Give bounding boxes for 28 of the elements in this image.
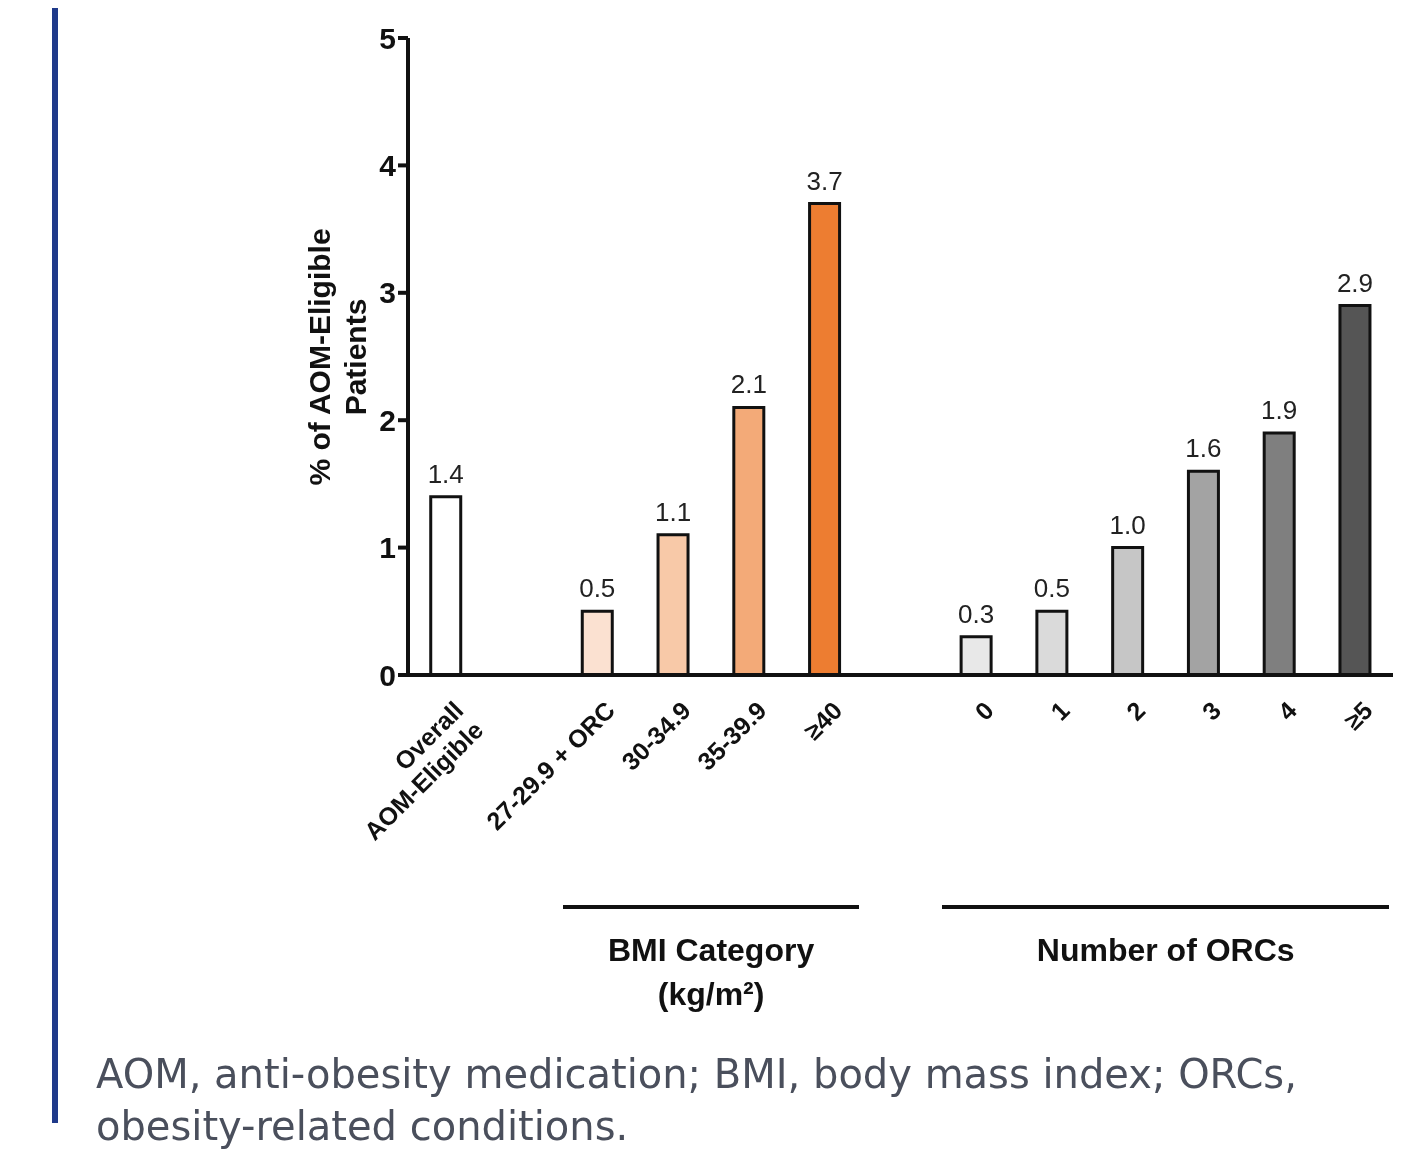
text: Number of ORCs <box>1035 931 1296 970</box>
y-tick-label: 4 <box>379 149 397 183</box>
data-label: 3.7 <box>806 165 843 196</box>
x-tick-label: 2 <box>1120 695 1151 726</box>
data-label: 1.6 <box>1185 433 1222 464</box>
data-label: 1.4 <box>427 458 464 489</box>
data-label: 2.1 <box>730 369 767 400</box>
x-tick-label: ≥40 <box>798 695 848 745</box>
y-tick-label: 5 <box>379 21 396 55</box>
data-label: 0.5 <box>579 573 616 604</box>
y-axis-title: % of AOM-Eligible Patients <box>302 226 373 488</box>
x-tick-label: ≥5 <box>1338 695 1378 736</box>
x-tick-label: 1 <box>1045 695 1075 726</box>
x-tick-label: 3 <box>1196 695 1227 726</box>
x-tick-label: 0 <box>969 695 999 726</box>
text: AOM, anti-obesity medication; BMI, body mass index; ORCs, obesity-related conditions. <box>96 1050 1298 1149</box>
data-label: 0.3 <box>958 598 995 629</box>
data-label: 1.0 <box>1109 509 1146 540</box>
y-tick-label: 2 <box>379 403 396 437</box>
y-tick-label: 1 <box>379 531 396 565</box>
x-tick-label: 4 <box>1272 695 1303 726</box>
y-tick-label: 0 <box>379 658 396 692</box>
data-label: 1.1 <box>654 496 692 527</box>
data-label: 2.9 <box>1336 267 1374 298</box>
data-label: 0.5 <box>1033 573 1070 604</box>
text: BMI Category (kg/m²) <box>606 931 816 1014</box>
y-tick-label: 3 <box>379 276 396 310</box>
data-label: 1.9 <box>1261 394 1298 425</box>
